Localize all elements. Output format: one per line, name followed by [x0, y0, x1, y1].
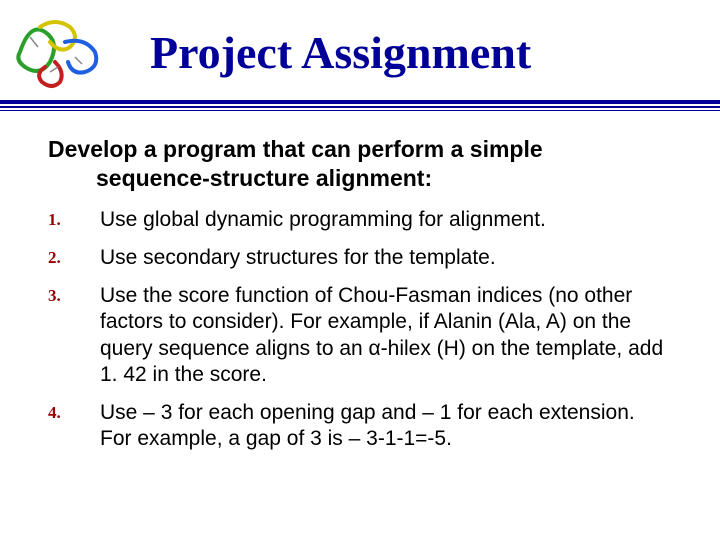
list-item: 2. Use secondary structures for the temp… — [48, 245, 672, 271]
intro-text: Develop a program that can perform a sim… — [48, 135, 672, 193]
item-number: 3. — [48, 283, 100, 388]
item-text: Use global dynamic programming for align… — [100, 207, 546, 233]
title-underline — [0, 100, 720, 111]
intro-line-1: Develop a program that can perform a sim… — [48, 136, 543, 162]
protein-logo — [10, 12, 110, 92]
item-number: 2. — [48, 245, 100, 271]
item-number: 1. — [48, 207, 100, 233]
numbered-list: 1. Use global dynamic programming for al… — [48, 207, 672, 453]
list-item: 4. Use – 3 for each opening gap and – 1 … — [48, 400, 672, 453]
item-text: Use secondary structures for the templat… — [100, 245, 496, 271]
intro-line-2: sequence-structure alignment: — [48, 164, 672, 193]
slide-content: Develop a program that can perform a sim… — [0, 111, 720, 453]
item-text: Use the score function of Chou-Fasman in… — [100, 283, 672, 388]
item-text: Use – 3 for each opening gap and – 1 for… — [100, 400, 672, 453]
list-item: 3. Use the score function of Chou-Fasman… — [48, 283, 672, 388]
list-item: 1. Use global dynamic programming for al… — [48, 207, 672, 233]
slide-header: Project Assignment — [0, 0, 720, 92]
slide-title: Project Assignment — [150, 26, 531, 79]
item-number: 4. — [48, 400, 100, 453]
